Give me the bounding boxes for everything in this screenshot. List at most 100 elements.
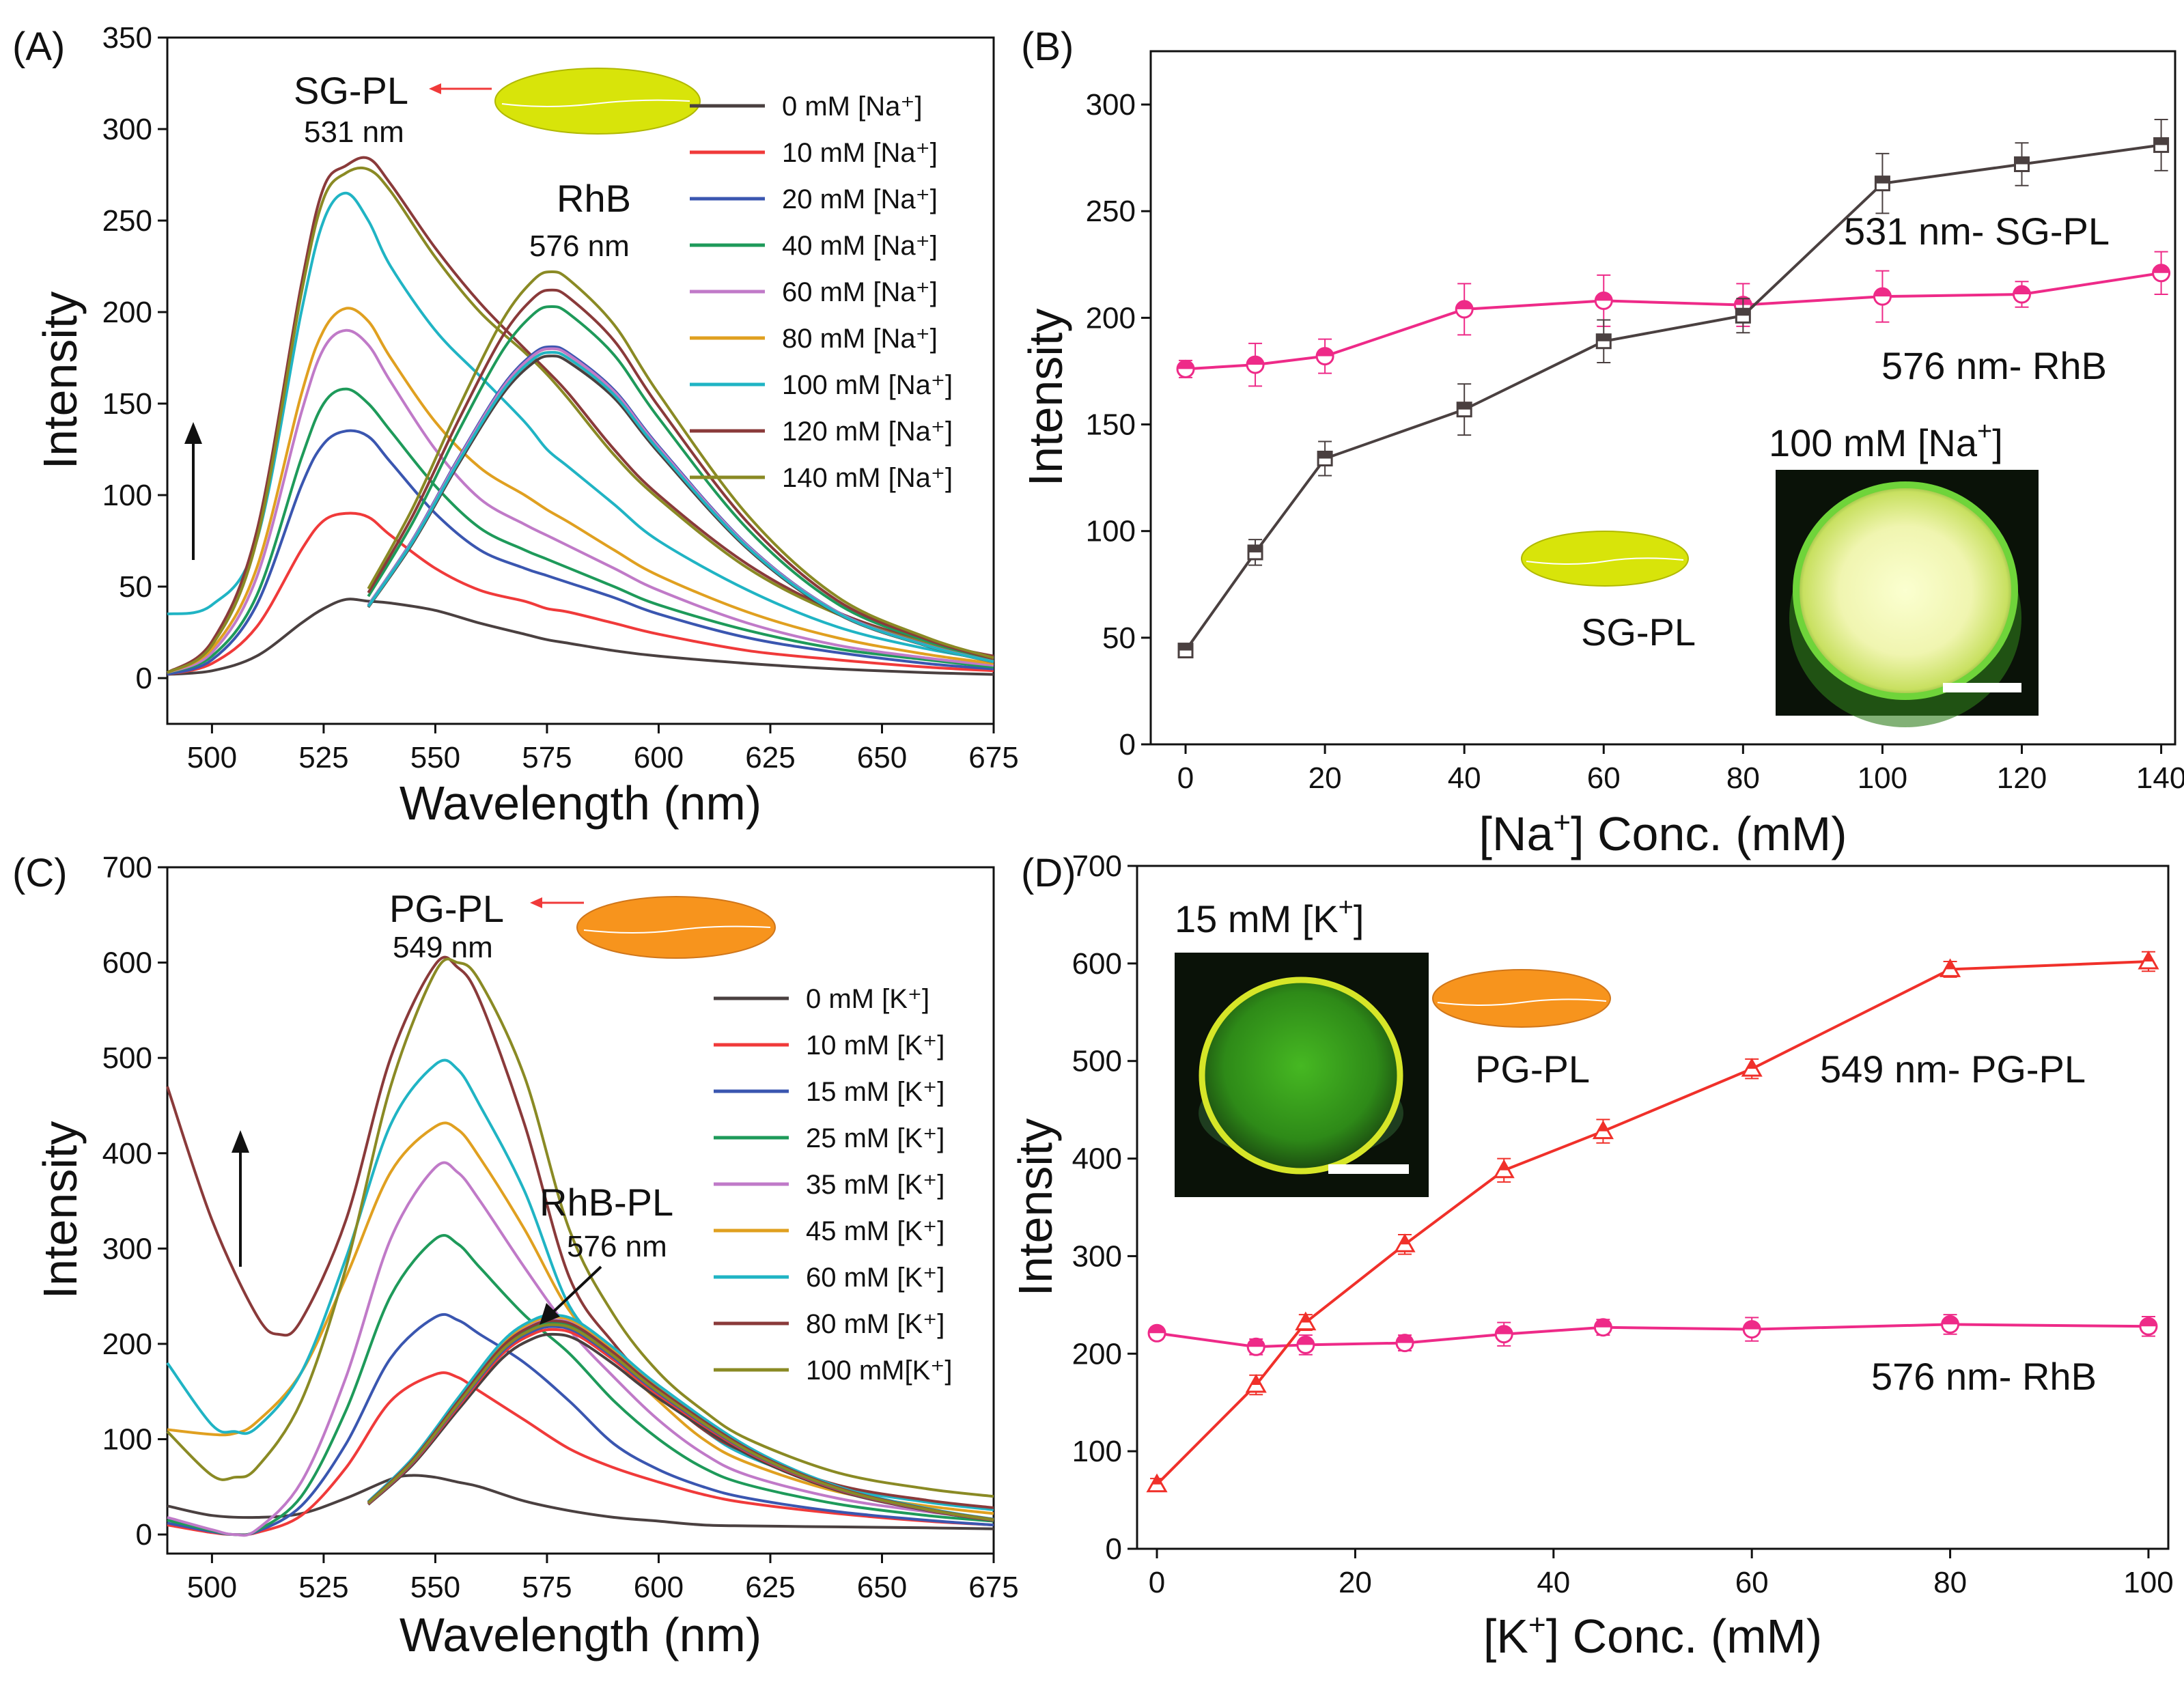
panel-c-legend-entry: 10 mM [K⁺] [806, 1030, 944, 1061]
panel-b-ticks: 0 20 40 60 80 100 120 140 0 50 100 150 200 250 300 [1086, 88, 2184, 795]
panel-c-legend-entry: 25 mM [K⁺] [806, 1123, 944, 1153]
panel-a-y-tick-label: 150 [102, 387, 152, 421]
panel-a-legend-entry: 20 mM [Na⁺] [782, 184, 938, 214]
panel-c-x-tick-label: 625 [745, 1571, 795, 1604]
panel-c-letter: (C) [12, 851, 68, 895]
panel-a-y-tick-label: 200 [102, 296, 152, 329]
panel-c-legend-entry: 0 mM [K⁺] [806, 984, 929, 1014]
panel-a-increase-arrowhead [184, 422, 202, 444]
panel-a-x-tick-label: 675 [968, 741, 1018, 774]
panel-c-rhb-pl-peak: 576 nm [567, 1230, 667, 1263]
panel-b-x-axis-title: [Na+] Conc. (mM) [1479, 806, 1847, 860]
panel-a-x-tick-label: 625 [745, 741, 795, 774]
panel-d-y-tick-label: 400 [1072, 1142, 1122, 1176]
panel-c-x-axis-title: Wavelength (nm) [400, 1608, 761, 1661]
panel-d-point-fill [1747, 1060, 1757, 1069]
panel-c-y-tick-label: 300 [102, 1232, 152, 1265]
panel-c: (C) 500 525 550 575 600 625 650 675 0 100 200 300 40… [12, 851, 1019, 1661]
panel-b-y-tick-label: 50 [1102, 621, 1136, 655]
panel-c-rhb-curve-100-mm-k [367, 1323, 994, 1521]
panel-b-point-fill [1247, 356, 1264, 365]
panel-d-point-fill [1152, 1475, 1162, 1485]
panel-a-rhb-curve-100-mm-na [367, 350, 994, 664]
panel-b-point-fill [1456, 300, 1473, 309]
panel-a-y-axis-title: Intensity [33, 292, 87, 470]
panel-c-legend: 0 mM [K⁺] 10 mM [K⁺] 15 mM [K⁺] 25 mM [K⁺] 3… [714, 984, 953, 1386]
panel-d-y-tick-label: 100 [1072, 1435, 1122, 1468]
panel-d-plot-frame [1136, 865, 2170, 1550]
panel-b-point-fill [1875, 176, 1890, 184]
panel-b-point-fill [2153, 264, 2170, 273]
panel-c-legend-entry: 45 mM [K⁺] [806, 1216, 944, 1246]
panel-a-legend-entry: 60 mM [Na⁺] [782, 277, 938, 307]
panel-c-rhb-pl-pointer [549, 1265, 602, 1316]
panel-a-rhb-curve-40-mm-na [367, 305, 994, 661]
panel-d-inset-photo [1175, 953, 1429, 1197]
panel-d-y-tick-label: 200 [1072, 1337, 1122, 1371]
panel-a-rhb-curve-140-mm-na [367, 270, 994, 660]
panel-c-x-tick-label: 650 [857, 1571, 907, 1604]
panel-b-point-fill [1595, 292, 1612, 301]
panel-b-sg-pl-series-label: 531 nm- SG-PL [1844, 210, 2110, 253]
panel-a-legend-entry: 0 mM [Na⁺] [782, 92, 923, 122]
panel-a-rhb-curve-120-mm-na [367, 288, 994, 660]
panel-d-x-tick-label: 0 [1149, 1566, 1165, 1599]
panel-c-rhb-pl-pointer-head [540, 1303, 560, 1325]
panel-c-x-tick-label: 675 [968, 1571, 1018, 1604]
panel-b-point-fill [2013, 286, 2030, 295]
panel-c-pg-pl-peak: 549 nm [393, 931, 493, 964]
panel-d-pill-label: PG-PL [1475, 1048, 1590, 1091]
panel-d-point-fill [1496, 1325, 1513, 1334]
panel-b: (B) 0 20 40 60 80 100 120 140 0 50 100 150 200 250 300… [1019, 25, 2184, 860]
panel-c-legend-entry: 80 mM [K⁺] [806, 1309, 944, 1339]
panel-a-x-tick-label: 575 [522, 741, 572, 774]
panel-d-y-tick-label: 0 [1106, 1532, 1122, 1566]
panel-c-increase-arrowhead [232, 1130, 249, 1153]
panel-a-plot-frame [166, 36, 995, 725]
panel-d: (D) 0 20 40 60 80 100 0 100 200 300 400 500 600 700 [… [1009, 850, 2174, 1663]
panel-d-point-fill [1297, 1336, 1314, 1345]
panel-b-point-fill [1874, 288, 1891, 297]
panel-d-x-tick-label: 60 [1735, 1566, 1769, 1599]
panel-a-sg-pl-pill [494, 68, 701, 135]
panel-d-y-tick-label: 500 [1072, 1045, 1122, 1078]
panel-c-legend-entry: 100 mM[K⁺] [806, 1356, 953, 1386]
panel-d-point-fill [2143, 953, 2153, 962]
panel-a-sg-pl-curve-140-mm-na [166, 166, 994, 674]
panel-c-y-tick-label: 100 [102, 1423, 152, 1457]
panel-c-x-tick-label: 550 [410, 1571, 460, 1604]
panel-c-y-tick-label: 400 [102, 1137, 152, 1170]
panel-b-sg-pl-pill [1521, 531, 1689, 587]
panel-b-point-fill [1177, 361, 1194, 369]
panel-a-y-tick-label: 0 [136, 662, 152, 695]
panel-c-ticks: 500 525 550 575 600 625 650 675 0 100 200 300 400 500… [102, 851, 1019, 1604]
panel-b-x-tick-label: 140 [2136, 761, 2184, 795]
panel-a-y-tick-label: 250 [102, 204, 152, 238]
panel-a-rhb-peak: 576 nm [529, 229, 630, 263]
panel-d-x-tick-label: 100 [2123, 1566, 2173, 1599]
panel-d-point-fill [1149, 1325, 1166, 1334]
panel-d-point-fill [1598, 1122, 1608, 1132]
panel-a-sg-pl-curve-60-mm-na [167, 328, 994, 674]
panel-b-point-fill [1318, 451, 1332, 459]
panel-a-y-tick-label: 50 [119, 570, 152, 604]
panel-d-pg-pl-series-label: 549 nm- PG-PL [1820, 1048, 2086, 1091]
panel-d-point-fill [1942, 1316, 1959, 1325]
panel-d-ticks: 0 20 40 60 80 100 0 100 200 300 400 500 600 700 [1072, 850, 2174, 1599]
panel-c-y-tick-label: 500 [102, 1041, 152, 1075]
panel-a-sg-pl-curve-20-mm-na [167, 429, 994, 676]
panel-a-legend-entry: 120 mM [Na⁺] [782, 417, 953, 447]
panel-a-sg-pl-curve-10-mm-na [167, 511, 994, 676]
panel-d-point-fill [1595, 1319, 1612, 1328]
panel-b-x-tick-label: 120 [1997, 761, 2047, 795]
panel-c-rhb-pl-label: RhB-PL [540, 1181, 673, 1224]
panel-c-y-tick-label: 200 [102, 1328, 152, 1361]
panel-b-y-tick-label: 300 [1086, 88, 1136, 122]
panel-b-rhb-series-label: 576 nm- RhB [1881, 344, 2107, 387]
panel-c-legend-entry: 35 mM [K⁺] [806, 1170, 944, 1200]
panel-c-curve-35-mm-k [167, 1161, 994, 1537]
panel-c-curve-25-mm-k [167, 1234, 994, 1536]
panel-a-x-tick-label: 650 [857, 741, 907, 774]
panel-c-curve-0-mm-k [167, 1474, 994, 1530]
panel-c-x-tick-label: 500 [187, 1571, 237, 1604]
